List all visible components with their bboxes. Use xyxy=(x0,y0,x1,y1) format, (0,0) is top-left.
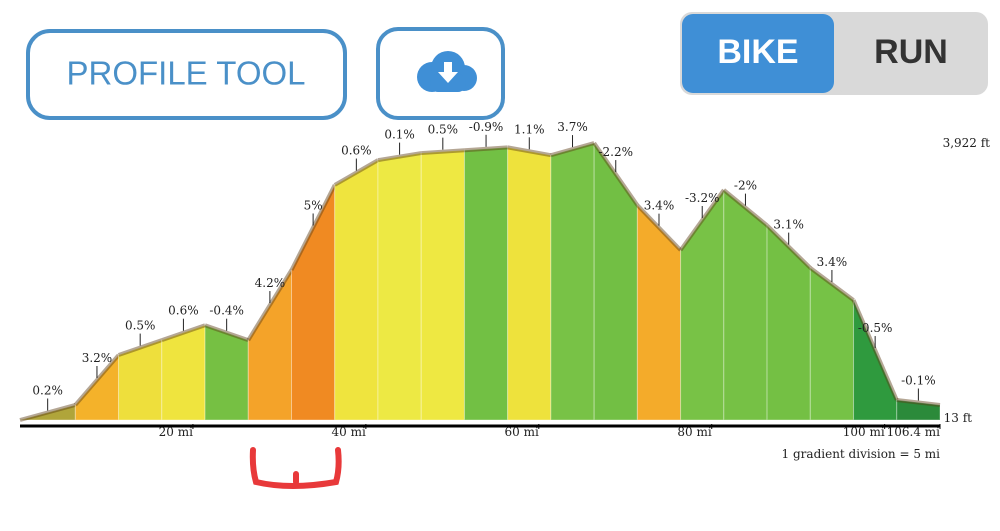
gradient-segment xyxy=(593,141,638,421)
gradient-label: 5% xyxy=(304,198,323,212)
gradient-segment xyxy=(507,146,552,421)
x-tick-label: 60 mi xyxy=(504,425,538,439)
segment-edge xyxy=(161,323,206,343)
gradient-label: -0.5% xyxy=(858,321,893,335)
segment-edge xyxy=(678,188,726,252)
mode-toggle: BIKE RUN xyxy=(680,12,988,95)
segment-edge xyxy=(635,203,683,252)
segment-edge xyxy=(809,266,855,302)
gradient-label: 0.5% xyxy=(428,123,459,137)
gradient-segment xyxy=(680,188,725,421)
elevation-chart: 0.2%3.2%0.5%0.6% -0.4%4.2%5%0.6%0.1% 0.5% -… xyxy=(19,120,991,461)
segment-edge xyxy=(464,145,508,153)
gradient-segment xyxy=(377,152,422,421)
segment-edge xyxy=(592,141,640,207)
segment-edge xyxy=(246,268,294,342)
gradient-segment xyxy=(463,146,509,421)
gradient-label: 0.1% xyxy=(384,128,415,142)
gradient-label: -2.2% xyxy=(598,145,633,159)
gradient-segment xyxy=(723,188,768,421)
x-tick-label: 40 mi xyxy=(332,425,366,439)
run-option[interactable] xyxy=(836,14,986,93)
segment-edge xyxy=(204,323,249,343)
segment-edge xyxy=(722,188,769,227)
profile-button-label: PROFILE TOOL xyxy=(66,55,305,92)
gradient-segment xyxy=(766,224,811,421)
gradient-label: 4.2% xyxy=(255,276,286,290)
gradient-label: 0.6% xyxy=(341,144,372,158)
gradient-segment xyxy=(636,203,682,421)
gradient-label: 3.1% xyxy=(773,218,804,232)
gradient-label: 3.7% xyxy=(557,120,588,134)
gradient-label: -0.4% xyxy=(209,304,244,318)
segment-edge xyxy=(117,338,163,357)
gradient-segment xyxy=(550,142,595,421)
segment-edge xyxy=(19,403,76,422)
segment-edge xyxy=(73,353,121,407)
profile-button[interactable] xyxy=(26,29,347,120)
gradient-segment xyxy=(420,149,465,421)
gradient-label: 1.1% xyxy=(514,122,545,136)
y-top-label: 3,922 ft xyxy=(943,136,991,150)
gradient-segment xyxy=(809,266,855,421)
x-tick-label: 100 mi xyxy=(843,425,885,439)
gradient-segment xyxy=(334,159,379,421)
segment-edge xyxy=(765,223,812,270)
run-label: RUN xyxy=(874,33,948,71)
segment-edge xyxy=(289,184,337,271)
segment-edge xyxy=(507,145,552,158)
gradient-label: 0.5% xyxy=(125,319,156,333)
gradient-label: 3.2% xyxy=(82,351,113,365)
segment-edge xyxy=(851,299,899,401)
gradient-label: -2% xyxy=(734,179,757,193)
gradient-label: 0.2% xyxy=(32,383,63,397)
gradient-label: 3.4% xyxy=(817,255,848,269)
x-tick-label: 20 mi xyxy=(159,425,193,439)
segment-edge xyxy=(896,398,941,407)
gradient-segment xyxy=(896,399,941,421)
annotation-bracket xyxy=(249,447,342,489)
gradient-label: 0.6% xyxy=(168,304,199,318)
gradient-label: -0.9% xyxy=(469,120,504,134)
gradient-label: -3.2% xyxy=(685,191,720,205)
bike-option[interactable] xyxy=(682,14,834,93)
segment-edge xyxy=(550,141,595,158)
bike-label: BIKE xyxy=(717,33,798,71)
gradient-label: -0.1% xyxy=(901,373,936,387)
division-note: 1 gradient division = 5 mi xyxy=(782,447,941,461)
x-tick-label: 80 mi xyxy=(677,425,711,439)
segment-edge xyxy=(377,151,422,163)
gradient-label: 3.4% xyxy=(644,199,675,213)
segment-edge xyxy=(421,148,465,156)
y-bottom-label: 13 ft xyxy=(944,411,973,425)
x-tick-label: 106.4 mi xyxy=(887,425,941,439)
segment-edge xyxy=(333,158,379,187)
cloud-download-icon xyxy=(417,51,477,92)
